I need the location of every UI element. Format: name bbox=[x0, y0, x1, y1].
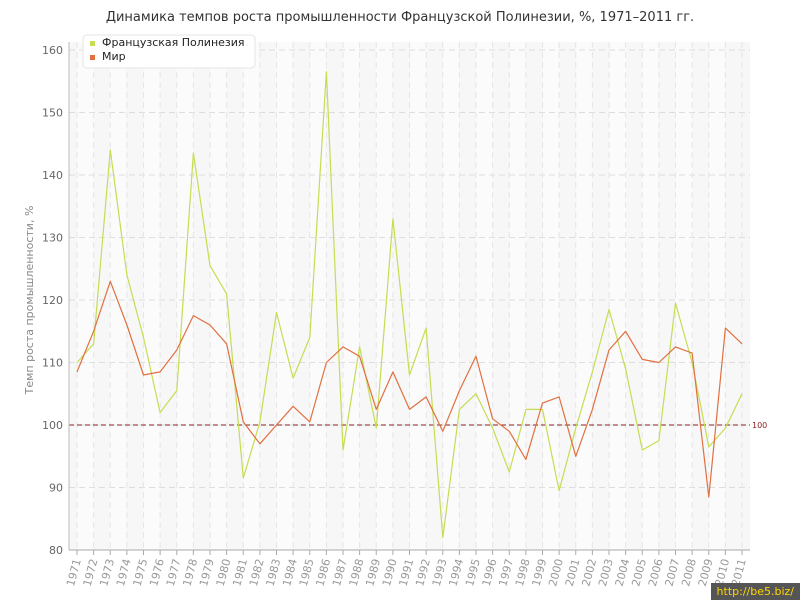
plot-band bbox=[309, 42, 327, 550]
plot-band bbox=[243, 42, 260, 550]
y-tick-label: 160 bbox=[42, 44, 63, 57]
plot-band bbox=[176, 42, 194, 550]
chart-title: Динамика темпов роста промышленности Фра… bbox=[105, 10, 695, 25]
legend-label: Французская Полинезия bbox=[102, 36, 245, 49]
plot-band bbox=[675, 42, 693, 550]
plot-band bbox=[77, 42, 94, 550]
series-line-world bbox=[76, 280, 743, 498]
plot-band bbox=[409, 42, 427, 550]
plot-band bbox=[376, 42, 393, 550]
plot-band bbox=[609, 42, 626, 550]
series-line-french-polynesia bbox=[76, 71, 743, 539]
reference-line-label: 100 bbox=[752, 421, 767, 430]
plot-band bbox=[343, 42, 360, 550]
y-tick-label: 140 bbox=[42, 169, 63, 182]
plot-band bbox=[442, 42, 460, 550]
plot-band bbox=[210, 42, 227, 550]
y-tick-label: 110 bbox=[42, 357, 63, 370]
y-tick-label: 80 bbox=[49, 544, 63, 557]
plot-band bbox=[476, 42, 493, 550]
y-axis-title: Темп роста промышленности, % bbox=[23, 206, 36, 396]
plot-band bbox=[542, 42, 560, 550]
plot-band bbox=[143, 42, 161, 550]
plot-band bbox=[276, 42, 294, 550]
legend-swatch bbox=[90, 55, 95, 60]
legend-box bbox=[82, 34, 256, 69]
y-tick-label: 130 bbox=[42, 232, 63, 245]
plot-band bbox=[575, 42, 593, 550]
series-lines bbox=[76, 71, 743, 539]
y-tick-label: 120 bbox=[42, 294, 63, 307]
y-tick-label: 100 bbox=[42, 419, 63, 432]
plot-band bbox=[642, 42, 659, 550]
legend-label: Мир bbox=[102, 50, 126, 63]
legend-swatch bbox=[90, 41, 95, 46]
watermark[interactable]: http://be5.biz/ bbox=[710, 583, 800, 600]
plot-band bbox=[708, 42, 726, 550]
plot-band bbox=[110, 42, 127, 550]
grid-lines bbox=[69, 42, 750, 551]
reference-line-group: 100 bbox=[69, 421, 767, 430]
y-tick-label: 150 bbox=[42, 107, 63, 120]
y-tick-label: 90 bbox=[49, 482, 63, 495]
plot-band bbox=[509, 42, 526, 550]
